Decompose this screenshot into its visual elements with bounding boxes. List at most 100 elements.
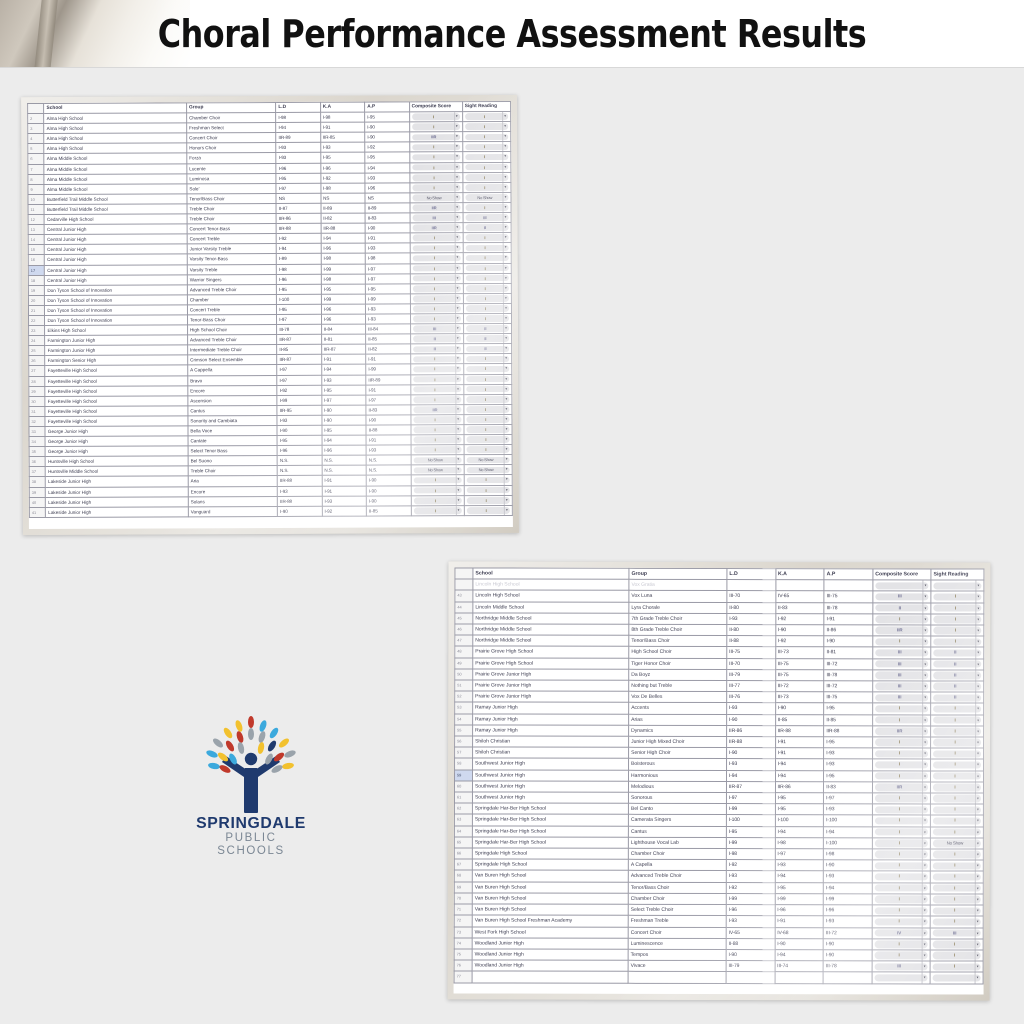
row-number[interactable]: 23 xyxy=(28,325,46,336)
sight-reading-dropdown[interactable]: I ▾ xyxy=(465,253,509,263)
cell-composite-score[interactable]: IIR ▾ xyxy=(409,222,463,234)
composite-score-dropdown[interactable]: IIR ▾ xyxy=(874,782,929,793)
cell-composite-score[interactable]: I ▾ xyxy=(409,273,464,284)
cell-sight-reading[interactable]: I ▾ xyxy=(930,602,984,614)
cell-sight-reading[interactable]: I ▾ xyxy=(462,262,512,274)
chevron-down-icon[interactable]: ▾ xyxy=(974,950,980,961)
cell-ap[interactable]: I-90 xyxy=(366,485,411,496)
cell-school[interactable]: Fayetteville High School xyxy=(45,365,188,377)
chevron-down-icon[interactable]: ▾ xyxy=(455,465,461,475)
cell-ka[interactable]: I-95 xyxy=(775,792,824,804)
cell-composite-score[interactable]: I ▾ xyxy=(872,613,931,625)
cell-composite-score[interactable]: I ▾ xyxy=(410,414,464,425)
row-number[interactable]: 4 xyxy=(27,133,45,144)
row-number[interactable]: 50 xyxy=(454,668,473,681)
cell-ld[interactable]: I-93 xyxy=(726,870,775,883)
composite-score-dropdown[interactable]: I ▾ xyxy=(412,354,461,364)
chevron-down-icon[interactable]: ▾ xyxy=(503,324,509,334)
cell-ap[interactable]: I-96 xyxy=(365,182,410,193)
cell-ka[interactable]: I-94 xyxy=(774,871,824,883)
chevron-down-icon[interactable]: ▾ xyxy=(974,905,980,916)
cell-school[interactable]: Woodland Junior High xyxy=(472,948,629,961)
chevron-down-icon[interactable]: ▾ xyxy=(503,364,509,374)
composite-score-dropdown[interactable]: I ▾ xyxy=(413,495,462,505)
chevron-down-icon[interactable]: ▾ xyxy=(455,475,461,485)
cell-group[interactable]: Nothing but Treble xyxy=(628,680,727,692)
chevron-down-icon[interactable]: ▾ xyxy=(503,445,509,455)
chevron-down-icon[interactable]: ▾ xyxy=(922,715,928,726)
cell-sight-reading[interactable]: I ▾ xyxy=(930,961,984,973)
composite-score-dropdown[interactable]: I ▾ xyxy=(412,233,461,243)
cell-ld[interactable]: I-96 xyxy=(277,445,322,456)
row-number[interactable]: 77 xyxy=(454,971,473,983)
cell-composite-score[interactable]: No Show ▾ xyxy=(410,465,464,476)
cell-ka[interactable]: I-95 xyxy=(774,803,824,816)
sight-reading-dropdown[interactable]: I ▾ xyxy=(465,364,510,374)
cell-group[interactable]: Lyra Chorale xyxy=(628,601,727,614)
column-header-ap[interactable]: A.P xyxy=(824,568,873,581)
cell-ld[interactable]: I-90 xyxy=(726,949,775,961)
composite-score-dropdown[interactable]: I ▾ xyxy=(411,122,460,132)
chevron-down-icon[interactable]: ▾ xyxy=(975,591,981,603)
cell-school[interactable]: George Junior High xyxy=(45,446,189,457)
cell-composite-score[interactable]: I ▾ xyxy=(872,882,931,894)
chevron-down-icon[interactable]: ▾ xyxy=(922,614,928,625)
chevron-down-icon[interactable]: ▾ xyxy=(454,223,460,233)
composite-score-dropdown[interactable]: I ▾ xyxy=(411,162,461,172)
cell-sight-reading[interactable]: I ▾ xyxy=(930,826,984,838)
cell-composite-score[interactable]: III ▾ xyxy=(409,212,463,224)
cell-group[interactable]: Concert Choir xyxy=(186,132,277,144)
cell-sight-reading[interactable]: I ▾ xyxy=(930,613,984,626)
chevron-down-icon[interactable]: ▾ xyxy=(503,475,509,485)
chevron-down-icon[interactable]: ▾ xyxy=(921,939,927,950)
chevron-down-icon[interactable]: ▾ xyxy=(502,313,509,324)
cell-composite-score[interactable]: I ▾ xyxy=(872,748,931,760)
chevron-down-icon[interactable]: ▾ xyxy=(454,283,460,293)
cell-sight-reading[interactable]: II ▾ xyxy=(463,323,512,334)
cell-ap[interactable]: I-98 xyxy=(365,253,410,264)
cell-group[interactable]: Bella Voce xyxy=(187,425,278,436)
results-table-bottom[interactable]: School Group L.D K.A A.P Composite Score… xyxy=(454,567,985,984)
cell-ka[interactable]: I-97 xyxy=(321,394,367,406)
cell-school[interactable] xyxy=(472,971,629,983)
chevron-down-icon[interactable]: ▾ xyxy=(974,793,980,804)
chevron-down-icon[interactable]: ▾ xyxy=(922,580,928,591)
sight-reading-dropdown[interactable]: I ▾ xyxy=(932,905,981,916)
sight-reading-dropdown[interactable]: ▾ xyxy=(933,580,982,591)
chevron-down-icon[interactable]: ▾ xyxy=(502,172,508,182)
sight-reading-dropdown[interactable]: I ▾ xyxy=(465,313,510,324)
cell-ap[interactable]: III-78 xyxy=(823,960,872,973)
chevron-down-icon[interactable]: ▾ xyxy=(455,415,461,425)
row-number[interactable]: 16 xyxy=(28,254,45,266)
chevron-down-icon[interactable]: ▾ xyxy=(503,465,509,475)
cell-composite-score[interactable]: I ▾ xyxy=(872,759,931,771)
cell-ap[interactable]: I-97 xyxy=(365,273,410,284)
chevron-down-icon[interactable]: ▾ xyxy=(454,304,460,314)
cell-group[interactable]: Vivace xyxy=(628,960,727,972)
cell-school[interactable]: Central Junior High xyxy=(44,264,188,276)
cell-ka[interactable]: I-91 xyxy=(321,475,367,486)
cell-composite-score[interactable]: No Show ▾ xyxy=(410,454,464,466)
chevron-down-icon[interactable]: ▾ xyxy=(454,354,460,364)
cell-ld[interactable]: I-90 xyxy=(277,506,323,517)
chevron-down-icon[interactable]: ▾ xyxy=(974,872,980,883)
composite-score-dropdown[interactable]: I ▾ xyxy=(413,435,462,445)
column-header-composite-score[interactable]: Composite Score xyxy=(409,101,463,112)
sight-reading-dropdown[interactable]: No Show ▾ xyxy=(466,465,510,475)
cell-sight-reading[interactable]: I ▾ xyxy=(463,313,512,324)
cell-group[interactable]: Advanced Treble Choir xyxy=(628,870,727,883)
chevron-down-icon[interactable]: ▾ xyxy=(453,152,459,162)
cell-ap[interactable]: III-72 xyxy=(823,658,873,670)
cell-ka[interactable]: I-94 xyxy=(320,233,366,244)
cell-sight-reading[interactable]: I ▾ xyxy=(462,151,511,163)
cell-group[interactable]: Freshman Select xyxy=(186,122,276,134)
composite-score-dropdown[interactable]: I ▾ xyxy=(874,939,928,950)
cell-ld[interactable]: I-96 xyxy=(276,273,322,285)
cell-ld[interactable]: I-93 xyxy=(276,142,321,153)
cell-ld[interactable]: I-97 xyxy=(726,792,776,804)
table-row[interactable]: 72 Van Buren High School Freshman Academy… xyxy=(454,915,984,928)
cell-composite-score[interactable]: I ▾ xyxy=(872,916,931,928)
cell-composite-score[interactable]: III ▾ xyxy=(872,591,931,603)
composite-score-dropdown[interactable]: I ▾ xyxy=(413,475,462,485)
chevron-down-icon[interactable]: ▾ xyxy=(502,293,508,303)
